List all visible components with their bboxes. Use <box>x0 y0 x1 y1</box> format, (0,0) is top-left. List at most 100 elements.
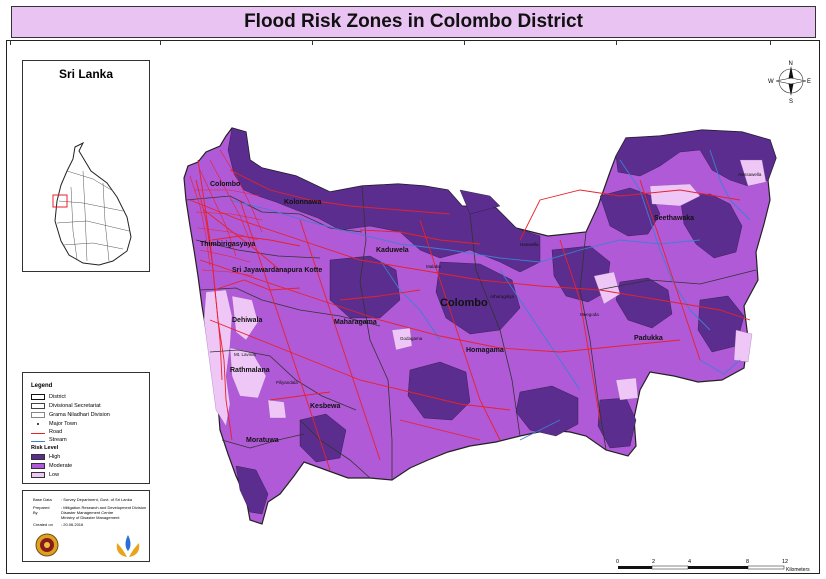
label-homagama: Homagama <box>466 347 504 354</box>
scale-unit: Kilometers <box>786 567 810 573</box>
credits-box: Base Data : Survey Department, Govt. of … <box>22 490 150 562</box>
credit-row: Created on : 20.06.2016 <box>33 522 83 527</box>
divisional-boundaries <box>185 185 757 480</box>
label-padukka: Padukka <box>634 335 663 342</box>
locator-inset: Sri Lanka <box>22 60 150 272</box>
frame-tick <box>10 40 11 45</box>
town-label: Avissawella <box>738 172 762 177</box>
high-swatch <box>31 454 45 460</box>
dmc-logo-icon <box>116 535 140 557</box>
road-swatch <box>31 430 45 434</box>
town-label: Mt. Lavinia <box>234 352 256 357</box>
town-label: Athurugiriya <box>490 294 515 299</box>
government-emblem-icon <box>35 533 59 557</box>
credit-value: : Survey Department, Govt. of Sri Lanka <box>61 497 132 502</box>
credit-value: : 20.06.2016 <box>61 522 84 527</box>
credit-row: Prepared By : Mitigation Research and De… <box>33 505 146 515</box>
credit-row: Disaster Management Centre <box>33 510 113 515</box>
town-label: Meegoda <box>580 312 599 317</box>
sri-lanka-outline <box>52 141 132 266</box>
ds-swatch <box>31 403 45 409</box>
label-thimbirigasyaya: Thimbirigasyaya <box>200 241 255 248</box>
scale-bar-graphic: 0 2 4 8 12 Kilometers <box>616 559 810 573</box>
credit-row: Ministry of Disaster Management <box>33 515 119 520</box>
map-title: Flood Risk Zones in Colombo District <box>244 11 583 32</box>
legend-item-gn: Grama Niladhari Division <box>31 411 110 419</box>
risk-heading-label: Risk Level <box>31 445 59 451</box>
legend-item-district: District <box>31 393 66 401</box>
credit-key: Prepared By <box>33 505 50 515</box>
map-title-bar: Flood Risk Zones in Colombo District <box>11 6 816 38</box>
risk-heading: Risk Level <box>31 444 58 452</box>
legend-item-ds: Divisional Secretariat <box>31 402 101 410</box>
division-labels: Colombo Kolonnawa Thimbirigasyaya Sri Ja… <box>200 181 694 444</box>
label-moratuwa: Moratuwa <box>246 437 279 444</box>
label-dehiwala: Dehiwala <box>232 317 262 324</box>
stream-swatch <box>31 438 45 442</box>
credit-row: Base Data : Survey Department, Govt. of … <box>33 497 132 502</box>
legend-label: Stream <box>49 437 67 443</box>
scale-tick-label: 2 <box>652 559 655 565</box>
legend-label: Grama Niladhari Division <box>49 412 110 418</box>
label-kesbewa: Kesbewa <box>310 403 340 410</box>
high-risk-zones <box>227 127 777 515</box>
label-maharagama: Maharagama <box>334 319 377 326</box>
label-seethawaka: Seethawaka <box>654 215 694 222</box>
scale-tick-label: 8 <box>746 559 749 565</box>
frame-tick <box>770 40 771 45</box>
legend-label: District <box>49 394 66 400</box>
credit-value: Ministry of Disaster Management <box>61 515 120 520</box>
label-kolonnawa: Kolonnawa <box>284 199 321 206</box>
credit-value: Disaster Management Centre <box>61 510 114 515</box>
legend-label: Divisional Secretariat <box>49 403 101 409</box>
streams <box>229 149 751 441</box>
low-risk-zones <box>203 159 767 427</box>
scale-tick-label: 12 <box>782 559 788 565</box>
label-colombo-ds: Colombo <box>210 181 240 188</box>
town-label: Piliyandala <box>276 380 298 385</box>
north-arrow-icon: N S E W <box>768 61 811 104</box>
label-kaduwela: Kaduwela <box>376 247 409 254</box>
credit-key: Created on <box>33 522 53 527</box>
legend-label: Low <box>49 472 60 478</box>
town-label: Hanwella <box>520 242 539 247</box>
map-frame <box>6 40 820 574</box>
frame-tick <box>160 40 161 45</box>
label-district: Colombo <box>440 297 488 309</box>
label-kotte: Sri Jayawardanapura Kotte <box>232 267 322 274</box>
label-rathmalana: Rathmalana <box>230 367 270 374</box>
town-label: Malabe <box>426 264 441 269</box>
roads <box>189 159 751 471</box>
town-label: Godagama <box>400 336 423 341</box>
west-label: W <box>768 79 774 85</box>
east-label: E <box>807 79 811 85</box>
legend-heading: Legend <box>31 383 53 389</box>
scale-tick-label: 4 <box>688 559 691 565</box>
north-label: N <box>789 61 793 67</box>
legend-item-high: High <box>31 453 60 461</box>
low-swatch <box>31 472 45 478</box>
legend-label: Major Town <box>49 421 78 427</box>
district-swatch <box>31 394 45 400</box>
south-label: S <box>789 99 793 104</box>
legend-item-stream: Stream <box>31 436 67 444</box>
urban-roads <box>189 149 263 277</box>
frame-tick <box>616 40 617 45</box>
scale-tick-label: 0 <box>616 559 619 565</box>
inset-title: Sri Lanka <box>58 67 114 81</box>
map-legend: Legend District Divisional Secretariat G… <box>22 372 150 484</box>
credit-value: : Mitigation Research and Development Di… <box>61 505 147 510</box>
gn-swatch <box>31 412 45 418</box>
legend-item-moderate: Moderate <box>31 462 72 470</box>
frame-tick <box>312 40 313 45</box>
credit-key <box>33 515 55 520</box>
legend-item-road: Road <box>31 428 62 436</box>
credit-key: Base Data <box>33 497 52 502</box>
town-dot-swatch <box>31 421 45 427</box>
moderate-swatch <box>31 463 45 469</box>
scale-bar: 0 2 4 8 12 Kilometers <box>616 556 816 576</box>
colombo-locator-box <box>52 194 68 208</box>
town-labels: Mt. Lavinia Avissawella Hanwella Malabe … <box>234 172 762 385</box>
legend-item-low: Low <box>31 471 59 479</box>
